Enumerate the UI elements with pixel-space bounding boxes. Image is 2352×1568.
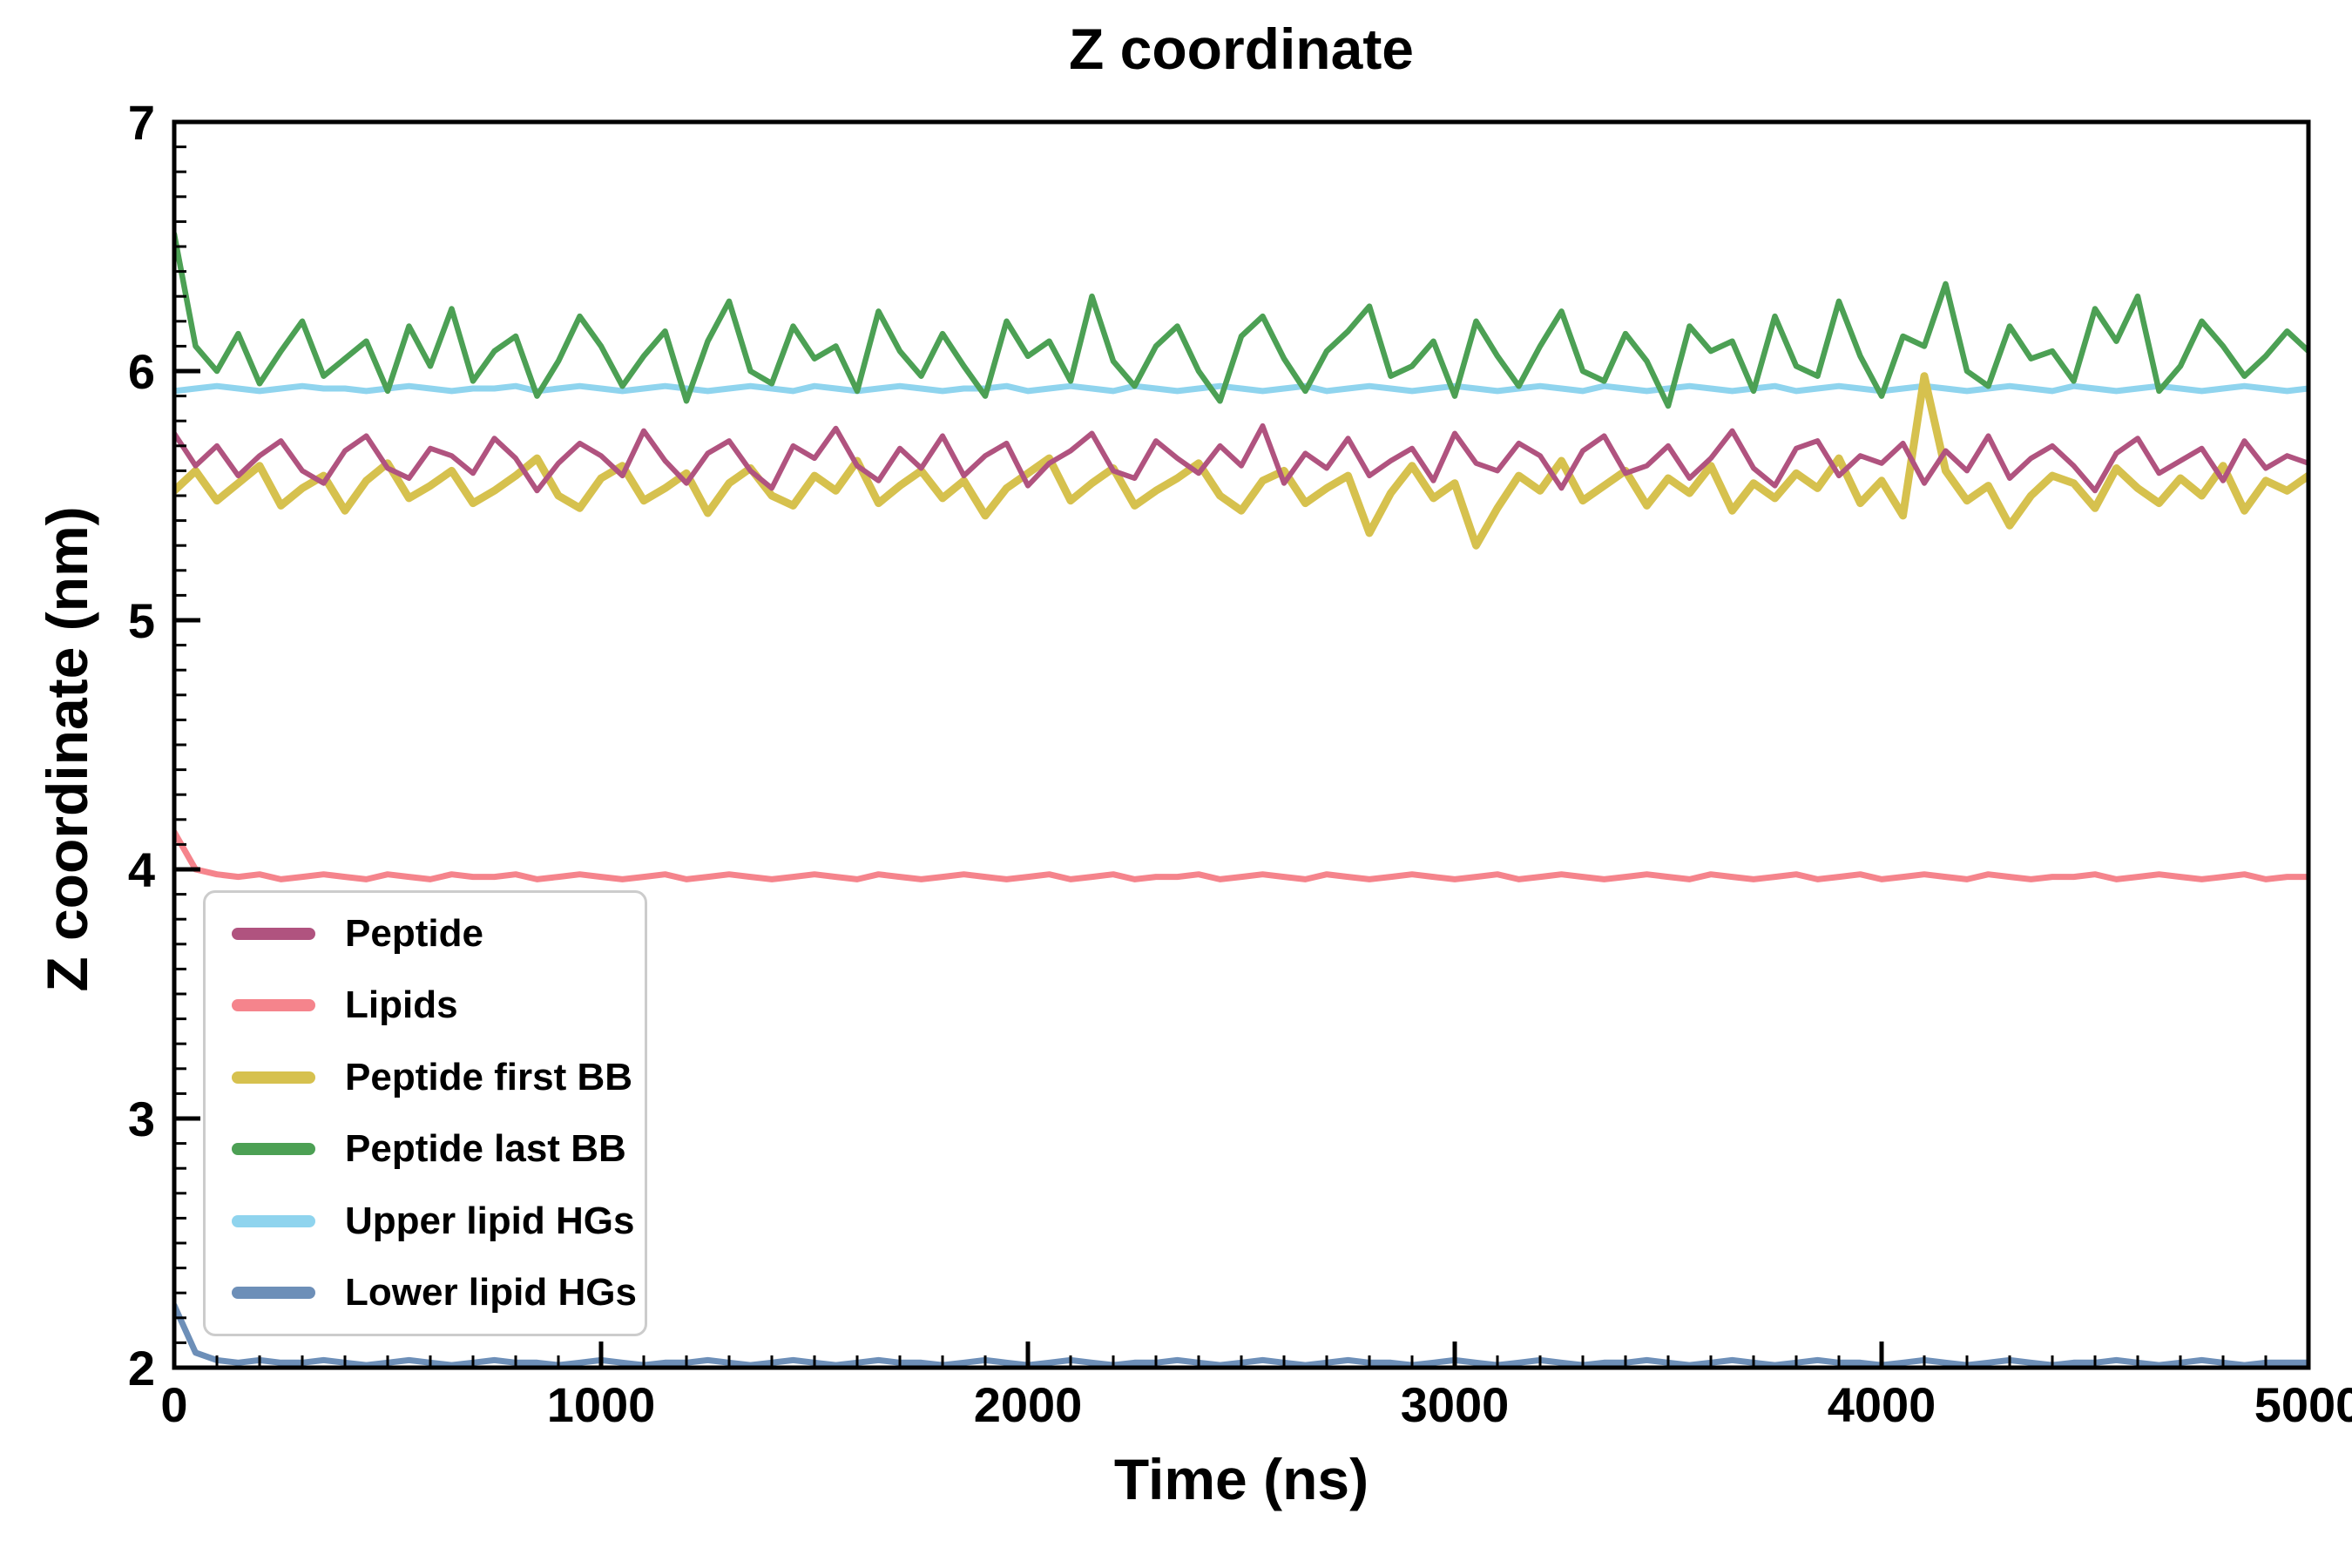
y-tick-label: 5: [128, 593, 155, 648]
legend-swatch: [232, 1143, 315, 1156]
x-tick-label: 2000: [974, 1377, 1083, 1432]
x-tick-label: 5000: [2254, 1377, 2352, 1432]
y-tick-label: 6: [128, 344, 155, 399]
x-tick-label: 4000: [1828, 1377, 1936, 1432]
series-line-peptide-first-bb: [174, 372, 2308, 550]
series-line-upper-lipid-hgs: [174, 382, 2308, 395]
legend-item-upper-lipid-hgs: Upper lipid HGs: [232, 1200, 634, 1243]
legend-item-peptide: Peptide: [232, 912, 618, 956]
legend-swatch: [232, 1286, 315, 1299]
legend-item-peptide-first-bb: Peptide first BB: [232, 1056, 632, 1099]
x-tick-label: 1000: [547, 1377, 656, 1432]
legend-swatch: [232, 1071, 315, 1084]
legend-item-lower-lipid-hgs: Lower lipid HGs: [232, 1271, 637, 1315]
y-tick-label: 2: [128, 1341, 155, 1396]
chart-title: Z coordinate: [1068, 17, 1415, 81]
legend-label: Peptide first BB: [345, 1055, 633, 1098]
tick-labels: 0 1000 2000 3000 4000 5000 2 3 4 5 6 7: [128, 95, 2352, 1432]
series-line-peptide-last-bb: [174, 231, 2308, 409]
legend-swatch: [232, 928, 315, 940]
legend-swatch: [232, 999, 315, 1012]
legend-label: Lipids: [345, 983, 458, 1027]
legend-item-peptide-last-bb: Peptide last BB: [232, 1127, 626, 1171]
x-tick-label: 3000: [1401, 1377, 1510, 1432]
series-lines: [174, 231, 2308, 1368]
series-line-lipids: [174, 828, 2308, 882]
x-axis-label: Time (ns): [1113, 1447, 1369, 1511]
series-line-peptide: [174, 422, 2308, 494]
legend-label: Peptide last BB: [345, 1127, 626, 1171]
y-tick-label: 7: [128, 95, 155, 150]
y-tick-label: 4: [128, 842, 155, 897]
x-tick-label: 0: [160, 1377, 187, 1432]
legend: Peptide Lipids Peptide first BB Peptide las…: [203, 890, 647, 1336]
y-axis-label: Z coordinate (nm): [35, 506, 99, 992]
y-tick-label: 3: [128, 1092, 155, 1146]
legend-label: Peptide: [345, 912, 483, 955]
legend-swatch: [232, 1214, 315, 1227]
legend-item-lipids: Lipids: [232, 983, 618, 1027]
axes: [172, 119, 2311, 1370]
legend-label: Upper lipid HGs: [345, 1199, 635, 1242]
legend-label: Lower lipid HGs: [345, 1270, 637, 1314]
